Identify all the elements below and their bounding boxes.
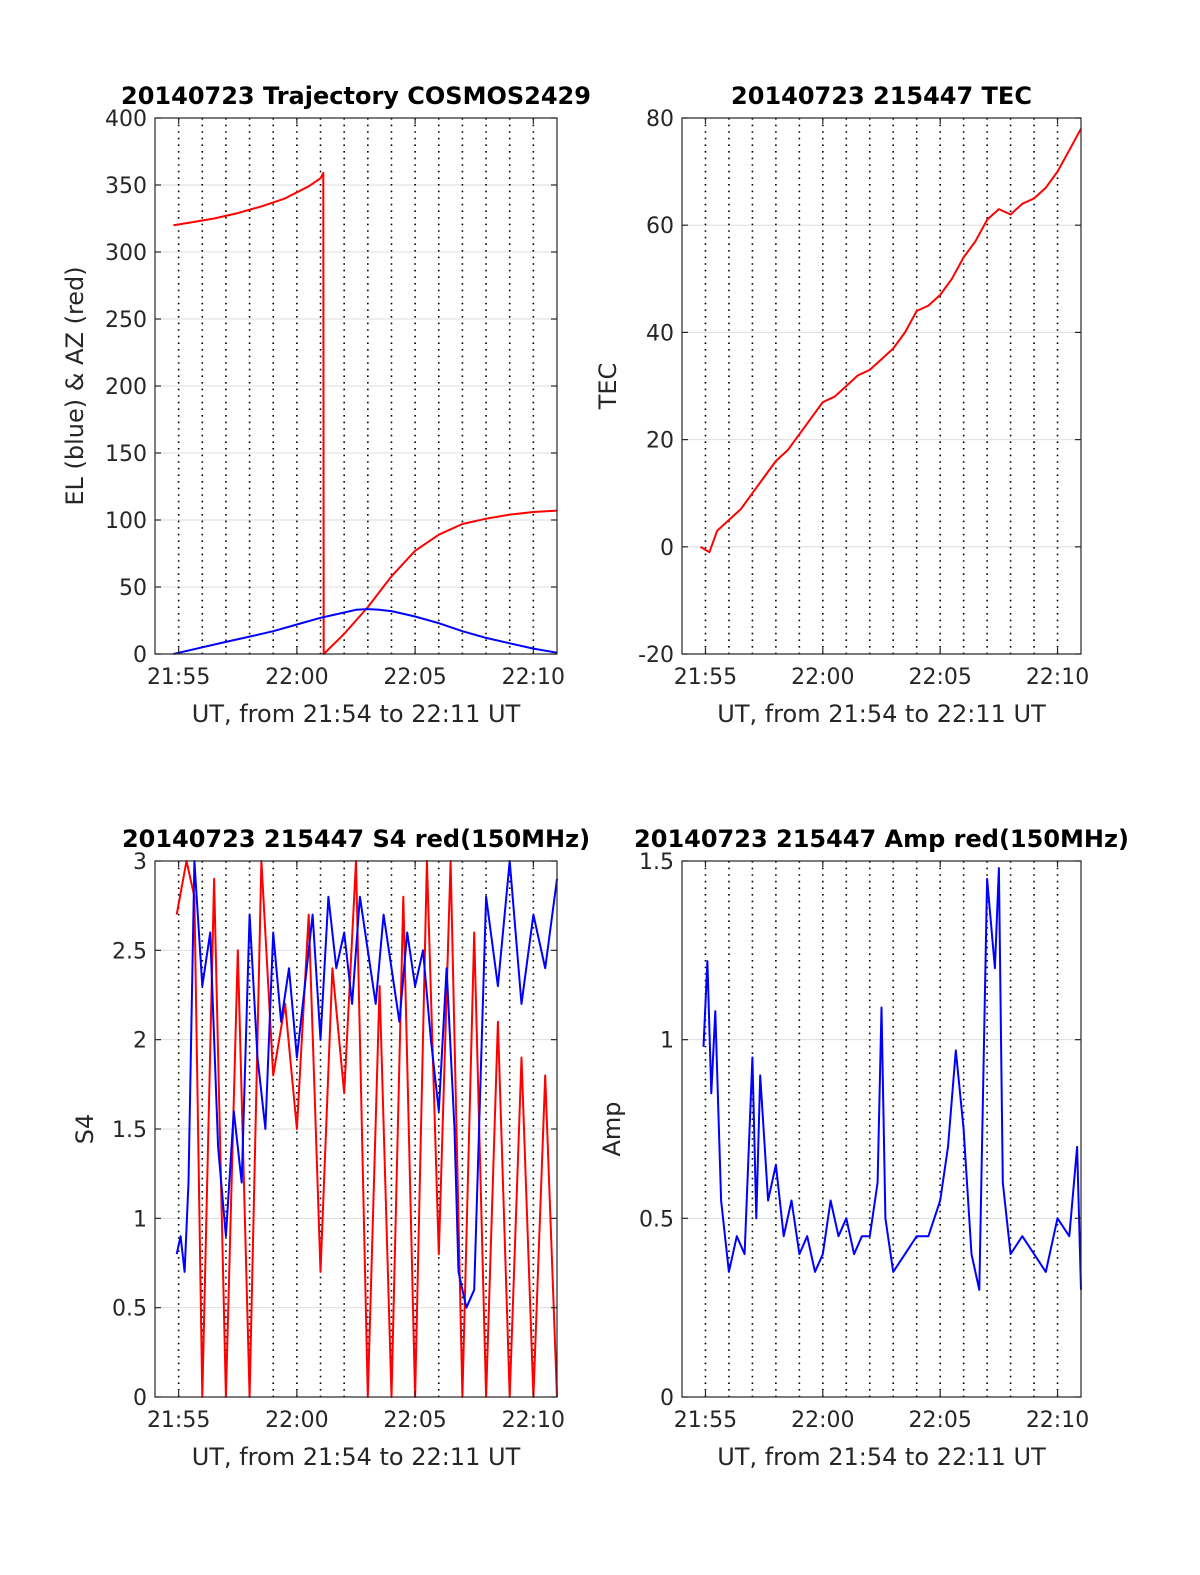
chart-title: 20140723 215447 Amp red(150MHz) [634,825,1129,853]
x-axis-label: UT, from 21:54 to 22:11 UT [717,700,1046,728]
y-tick-label: 0.5 [112,1297,147,1322]
y-tick-label: 50 [119,576,147,601]
y-tick-label: 150 [105,442,147,467]
y-tick-label: 0 [660,1386,674,1411]
y-tick-label: 300 [105,241,147,266]
y-tick-label: 80 [646,107,674,132]
chart-amp: 0 0.5 1 1.5 21:55 22:00 22:05 22:10 20140723 215… [598,825,1129,1471]
y-tick-label: 1.5 [639,850,674,875]
chart-trajectory: 0 50 100 150 200 250 300 350 400 21:55 22:00 22:05 2… [61,82,591,728]
x-tick-label: 22:00 [265,665,328,690]
y-axis-label: S4 [71,1114,99,1145]
chart-tec: -20 0 20 40 60 80 21:55 22:00 22:05 22:10 20140723… [594,82,1089,728]
y-tick-label: 350 [105,174,147,199]
series-line-red [175,860,558,1398]
series-line-red [699,128,1082,554]
x-tick-label: 22:00 [265,1408,328,1433]
x-tick-label: 22:00 [791,1408,854,1433]
y-tick-label: 2.5 [112,939,147,964]
x-tick-label: 21:55 [147,665,210,690]
y-tick-label: 20 [646,429,674,454]
y-tick-label: 0.5 [639,1207,674,1232]
x-tick-label: 22:05 [908,1408,971,1433]
x-tick-label: 22:10 [1026,1408,1089,1433]
x-axis-label: UT, from 21:54 to 22:11 UT [192,1443,521,1471]
x-tick-label: 22:05 [383,1408,446,1433]
chart-s4: 0 0.5 1 1.5 2 2.5 3 21:55 22:00 22:05 22:10 2014072… [71,825,590,1471]
y-tick-label: 0 [660,536,674,561]
y-tick-label: 2 [133,1029,147,1054]
axes-box [681,117,1082,655]
series-line-red [173,171,558,655]
x-tick-label: 22:10 [502,665,565,690]
y-tick-label: 400 [105,107,147,132]
axes-box [681,860,1082,1398]
x-axis-label: UT, from 21:54 to 22:11 UT [717,1443,1046,1471]
x-axis-label: UT, from 21:54 to 22:11 UT [192,700,521,728]
x-tick-label: 22:05 [908,665,971,690]
y-axis-label: Amp [598,1101,626,1156]
y-tick-label: 40 [646,321,674,346]
x-tick-label: 22:10 [1026,665,1089,690]
y-tick-label: 250 [105,308,147,333]
y-tick-label: 60 [646,214,674,239]
y-tick-label: 1 [660,1029,674,1054]
y-tick-label: 3 [133,850,147,875]
chart-title: 20140723 215447 S4 red(150MHz) [122,825,590,853]
series-line-blue [173,608,558,655]
x-tick-label: 21:55 [147,1408,210,1433]
x-tick-label: 22:10 [502,1408,565,1433]
y-tick-label: 1.5 [112,1118,147,1143]
y-axis-label: TEC [594,363,622,411]
x-tick-label: 21:55 [674,665,737,690]
chart-title: 20140723 215447 TEC [731,82,1032,110]
x-tick-label: 22:00 [791,665,854,690]
y-tick-label: 100 [105,509,147,534]
series-line-blue [175,860,558,1309]
y-tick-label: 0 [133,1386,147,1411]
x-tick-label: 21:55 [674,1408,737,1433]
y-tick-label: 1 [133,1207,147,1232]
y-axis-label: EL (blue) & AZ (red) [61,266,89,505]
y-tick-label: 0 [133,643,147,668]
x-tick-label: 22:05 [383,665,446,690]
y-tick-label: -20 [638,643,674,668]
series-line-blue [702,867,1082,1291]
chart-title: 20140723 Trajectory COSMOS2429 [121,82,591,110]
y-tick-label: 200 [105,375,147,400]
